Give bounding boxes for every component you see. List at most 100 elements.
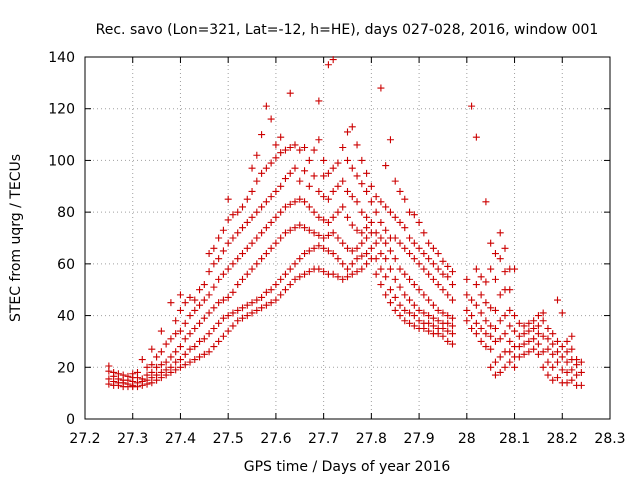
data-point [491,358,499,366]
data-point [262,301,270,309]
data-point [487,363,495,371]
data-point [573,356,581,364]
data-point [348,193,356,201]
data-point [382,273,390,281]
data-point [472,265,480,273]
data-point [234,255,242,263]
data-point [382,255,390,263]
data-point [305,203,313,211]
data-point [439,286,447,294]
data-point [253,296,261,304]
data-point [544,345,552,353]
data-point [344,265,351,273]
data-point [186,293,194,301]
data-point [425,327,433,335]
data-point [558,366,566,374]
x-tick-label: 28.1 [499,431,530,447]
data-point [186,312,194,320]
data-point [544,325,552,332]
data-point [229,260,237,268]
data-point [377,265,385,273]
data-point [296,273,304,281]
data-point [530,335,538,343]
data-point [143,363,151,371]
data-point [176,291,184,299]
data-point [449,340,456,348]
data-point [434,317,442,325]
data-point [468,296,476,304]
data-point [401,306,409,314]
data-point [253,208,261,216]
data-point [386,265,394,273]
data-point [372,239,380,247]
data-point [320,234,328,242]
data-point [234,306,242,314]
data-point [253,177,261,185]
data-point [277,275,285,283]
data-point [262,198,270,206]
data-point [196,353,204,361]
chart-title: Rec. savo (Lon=321, Lat=-12, h=HE), days… [96,22,599,38]
data-point [382,226,390,234]
data-point [277,234,285,242]
data-point [324,231,332,239]
data-point [539,309,547,317]
data-point [320,156,328,164]
data-point [482,299,490,307]
data-point [329,229,337,237]
x-tick-label: 27.6 [260,431,291,447]
data-point [296,146,304,154]
data-point [267,115,275,123]
data-point [234,281,242,289]
data-point [429,301,437,309]
data-point [391,213,399,221]
data-point [472,319,480,327]
data-point [267,193,275,201]
data-point [167,335,175,343]
data-point [262,224,270,232]
data-point [196,319,204,327]
data-point [324,195,332,203]
data-point [558,309,566,317]
data-point [554,296,561,304]
data-point [410,211,418,219]
y-tick-label: 140 [48,50,75,66]
data-point [491,275,499,283]
data-point [534,350,542,358]
x-tick-label: 27.5 [213,431,244,447]
data-point [391,177,399,185]
data-point [267,244,275,252]
data-point [191,356,199,364]
data-point [181,350,189,358]
data-point [301,167,309,175]
data-point [477,291,485,299]
data-point [181,361,189,369]
data-point [429,244,437,252]
data-point [353,141,361,149]
data-point [210,325,218,332]
data-point [525,337,533,345]
data-point [396,239,404,247]
data-point [277,208,285,216]
data-point [534,330,542,338]
data-point [320,268,328,276]
data-point [568,345,576,353]
data-point [229,322,237,330]
data-point [429,275,437,283]
data-point [186,345,194,353]
data-point [444,327,452,335]
data-point [348,270,356,278]
data-point [239,224,246,232]
data-point [401,291,409,299]
data-point [234,317,242,325]
data-point [530,325,538,332]
data-point [372,208,380,216]
data-point [491,371,499,379]
data-point [239,275,246,283]
data-point [506,337,514,345]
data-point [258,229,266,237]
data-point [162,340,170,348]
data-point [105,375,113,383]
data-point [444,291,452,299]
data-point [310,208,318,216]
